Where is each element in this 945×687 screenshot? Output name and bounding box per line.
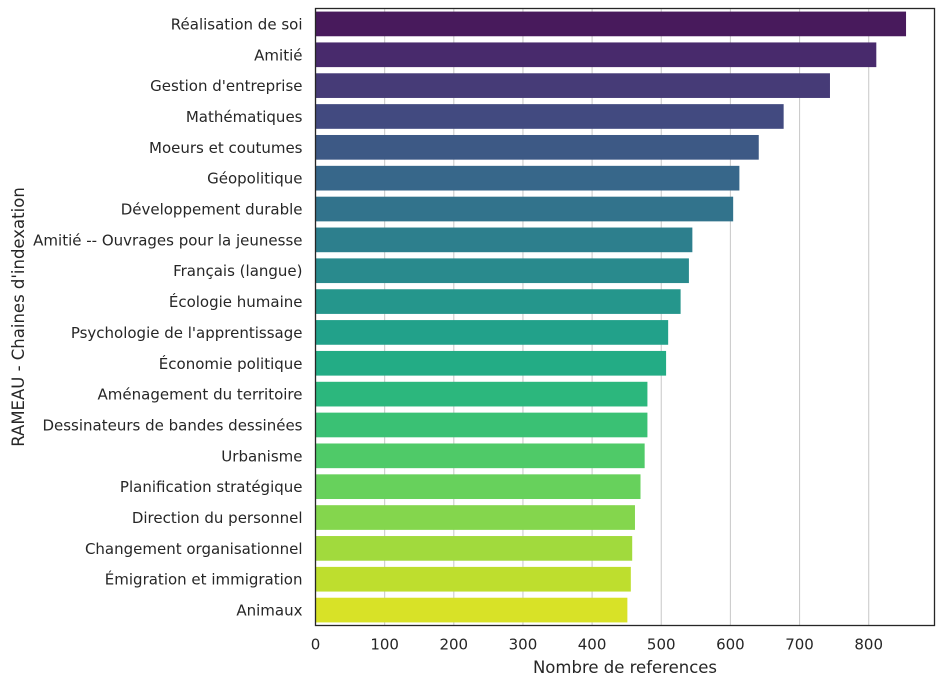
x-tick-label: 300 [509, 636, 538, 654]
bar [315, 474, 641, 500]
bar [315, 227, 693, 253]
bar [315, 412, 648, 438]
x-tick-label: 100 [370, 636, 399, 654]
y-tick-label: Émigration et immigration [105, 570, 303, 589]
x-tick-label: 500 [647, 636, 676, 654]
x-axis-title: Nombre de references [533, 658, 717, 677]
bar [315, 381, 648, 407]
y-tick-label: Français (langue) [173, 262, 302, 280]
y-tick-label: Direction du personnel [132, 509, 303, 527]
bar [315, 134, 759, 160]
bar [315, 258, 689, 284]
y-tick-label: Gestion d'entreprise [150, 77, 302, 95]
bar [315, 11, 907, 37]
bar [315, 42, 877, 68]
y-tick-label: Amitié [254, 46, 302, 64]
bar [315, 73, 830, 98]
bar [315, 505, 635, 530]
y-tick-label: Réalisation de soi [171, 15, 303, 33]
x-tick-label: 200 [439, 636, 468, 654]
x-tick-label: 600 [716, 636, 745, 654]
bars [315, 11, 907, 623]
y-tick-label: Amitié -- Ouvrages pour la jeunesse [33, 231, 302, 249]
plot-frame [314, 7, 936, 627]
bar [315, 196, 734, 222]
y-tick-label: Moeurs et coutumes [149, 139, 303, 157]
x-tick-label: 400 [578, 636, 607, 654]
y-tick-label: Psychologie de l'apprentissage [71, 324, 303, 342]
y-axis-title: RAMEAU - Chaines d'indexation [9, 187, 28, 447]
y-tick-label: Écologie humaine [169, 292, 303, 311]
bar [315, 597, 628, 623]
y-tick-label: Géopolitique [207, 170, 302, 188]
bar [315, 536, 633, 561]
y-tick-label: Mathématiques [186, 108, 303, 126]
y-tick-label: Animaux [236, 602, 302, 620]
y-tick-label: Dessinateurs de bandes dessinées [42, 416, 302, 434]
x-tick-label: 700 [785, 636, 814, 654]
y-tick-label: Développement durable [121, 201, 303, 219]
y-tick-label: Planification stratégique [120, 478, 303, 496]
x-tick-label: 0 [311, 636, 321, 654]
x-tick-label: 800 [854, 636, 883, 654]
bar [315, 443, 645, 469]
y-tick-label: Changement organisationnel [85, 540, 303, 558]
x-tick-labels: 0 100 200 300 400 500 600 700 800 [311, 636, 883, 654]
y-tick-label: Aménagement du territoire [98, 386, 303, 404]
y-tick-label: Urbanisme [221, 447, 302, 465]
bar [315, 320, 669, 345]
bar [315, 104, 784, 129]
bar [315, 289, 681, 314]
y-tick-labels: Réalisation de soi Amitié Gestion d'entrep… [33, 15, 303, 619]
bar [315, 566, 631, 592]
grid-lines [314, 8, 870, 626]
bar [315, 165, 740, 191]
bar [315, 350, 667, 376]
y-tick-label: Économie politique [159, 354, 303, 373]
